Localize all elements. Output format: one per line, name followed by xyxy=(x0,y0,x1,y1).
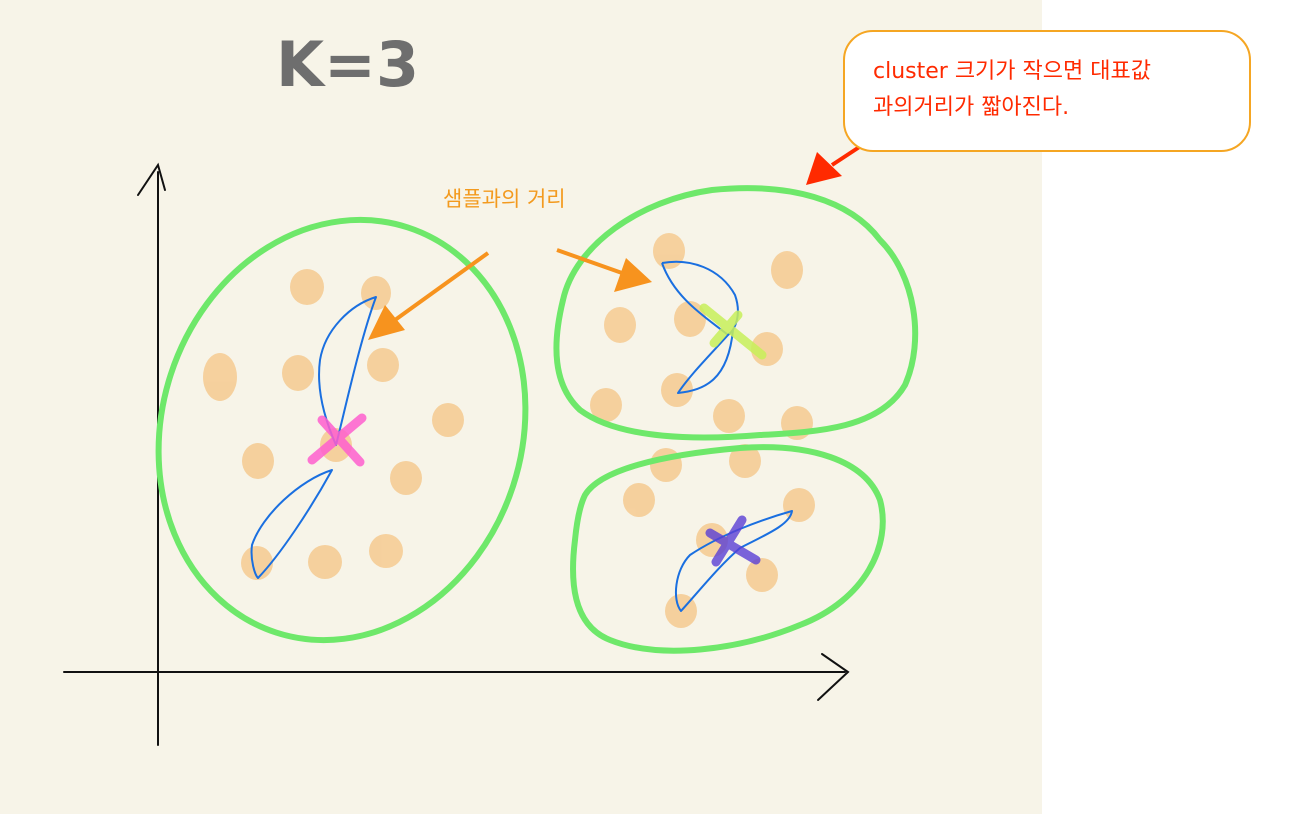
sample-dot xyxy=(623,483,655,517)
arrow-right-head xyxy=(614,258,652,292)
arrow-right-shaft xyxy=(556,248,623,275)
callout-line-2: 과의거리가 짧아진다. xyxy=(873,95,1070,120)
cluster-left-outline xyxy=(155,216,529,644)
y-axis-arrowhead xyxy=(137,162,166,196)
title-k3: K=3 xyxy=(276,28,419,101)
centroids xyxy=(307,303,767,567)
sample-dot xyxy=(390,461,422,495)
arrow-left-head xyxy=(368,305,405,340)
sample-dot xyxy=(674,301,706,337)
sample-dot xyxy=(783,488,815,522)
sample-dot xyxy=(361,276,391,310)
sample-dot xyxy=(432,403,464,437)
sample-dot xyxy=(653,233,685,269)
distance-label: 샘플과의 거리 xyxy=(443,187,566,211)
callout-arrow-head xyxy=(806,152,842,185)
cluster-bottom-right-outline xyxy=(570,444,886,654)
sample-dot xyxy=(590,388,622,422)
sample-dot xyxy=(308,545,342,579)
distance-loop xyxy=(250,469,333,579)
distance-arrows xyxy=(368,248,652,340)
sample-dot xyxy=(242,443,274,479)
sample-dot xyxy=(771,251,803,289)
cluster-top-right-outline xyxy=(553,185,919,441)
sample-dot xyxy=(713,399,745,433)
centroid-top-right-x xyxy=(699,303,767,360)
distance-loop xyxy=(318,296,377,446)
sample-dot xyxy=(203,353,237,401)
centroid-left-x xyxy=(307,413,367,467)
centroid-bottom-right-x xyxy=(705,515,761,567)
sample-dot xyxy=(661,373,693,407)
sample-dot xyxy=(282,355,314,391)
sample-dot xyxy=(729,444,761,478)
callout-box: cluster 크기가 작으면 대표값 과의거리가 짧아진다. xyxy=(843,30,1251,152)
distance-loop xyxy=(675,510,793,612)
callout-text: cluster 크기가 작으면 대표값 과의거리가 짧아진다. xyxy=(873,54,1243,126)
arrow-left-shaft xyxy=(393,251,490,322)
sample-dot xyxy=(604,307,636,343)
sample-dot xyxy=(290,269,324,305)
sample-dots xyxy=(203,233,815,628)
callout-line-1: cluster 크기가 작으면 대표값 xyxy=(873,59,1151,84)
sample-dot xyxy=(369,534,403,568)
cluster-outlines xyxy=(155,185,919,654)
sample-dot xyxy=(746,558,778,592)
sample-dot xyxy=(367,348,399,382)
x-axis-arrowhead xyxy=(817,653,850,701)
